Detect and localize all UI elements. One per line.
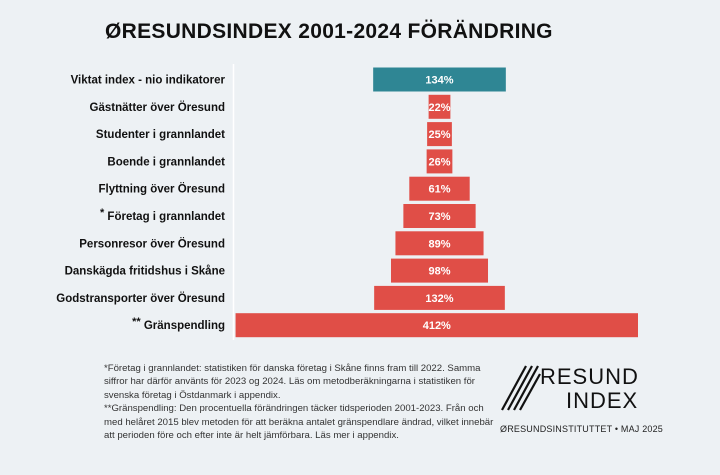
bar-9 <box>235 313 638 338</box>
svg-text:INDEX: INDEX <box>566 388 638 412</box>
category-label: * Företag i grannlandet <box>100 207 225 223</box>
category-label: Flyttning över Öresund <box>98 183 225 196</box>
category-label: Viktat index - nio indikatorer <box>71 75 226 87</box>
bar-7 <box>390 258 489 283</box>
bar-4 <box>409 176 470 201</box>
bar-2 <box>427 122 452 147</box>
bar-6 <box>395 231 484 256</box>
data-label: 61% <box>428 184 450 196</box>
data-label: 22% <box>428 102 450 114</box>
category-label: Gästnätter över Öresund <box>90 101 225 114</box>
category-label: Boende i grannlandet <box>107 156 225 168</box>
svg-text:RESUNDS: RESUNDS <box>540 364 640 389</box>
category-label: Personresor över Öresund <box>79 237 225 250</box>
footnote-granspendling: **Gränspendling: Den procentuella föränd… <box>104 403 494 442</box>
bar-5 <box>403 204 476 228</box>
data-label: 73% <box>428 211 450 223</box>
bar-8 <box>374 285 505 310</box>
bar-0 <box>373 67 506 92</box>
data-label: 26% <box>428 156 450 168</box>
bar-1 <box>428 94 451 119</box>
bar-3 <box>426 149 453 174</box>
data-label: 98% <box>428 266 450 278</box>
data-label: 132% <box>425 293 453 305</box>
data-label: 25% <box>428 129 450 141</box>
data-label: 134% <box>425 75 453 87</box>
category-label: Godstransporter över Öresund <box>56 292 225 305</box>
category-label: Danskägda fritidshus i Skåne <box>65 266 225 278</box>
category-label: ** Gränspendling <box>132 316 225 332</box>
data-label: 89% <box>428 238 450 250</box>
oresundsindex-logo: RESUNDS INDEX <box>501 364 640 412</box>
category-label: Studenter i grannlandet <box>96 129 225 141</box>
credit: ØRESUNDSINSTITUTTET • MAJ 2025 <box>500 424 664 434</box>
footnotes: *Företag i grannlandet: statistiken för … <box>104 362 504 442</box>
data-label: 412% <box>423 320 451 332</box>
chart-title: ØRESUNDSINDEX 2001-2024 FÖRÄNDRING <box>105 20 553 43</box>
footnote-foretag: *Företag i grannlandet: statistiken för … <box>104 363 481 401</box>
